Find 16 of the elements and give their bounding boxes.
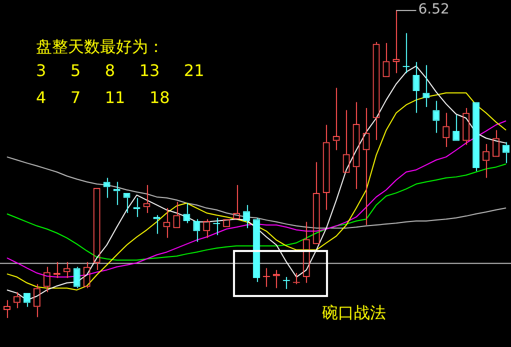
candlestick: [213, 217, 220, 236]
candlestick: [262, 268, 270, 288]
annotation: 3 5 8 13 21: [36, 61, 204, 80]
candlestick: [472, 102, 480, 172]
annotation: 碗口战法: [322, 303, 386, 322]
candlestick: [402, 32, 410, 74]
candlestick: [183, 202, 190, 224]
candlestick: [422, 64, 430, 108]
candlestick: [412, 62, 420, 114]
annotation: 4 7 11 18: [36, 88, 170, 107]
candlestick: [103, 177, 110, 198]
candlestick: [123, 192, 130, 214]
annotation: 盘整天数最好为：: [36, 37, 164, 56]
candlestick: [253, 217, 260, 282]
annotation: 6.52: [418, 2, 450, 18]
candlestick: [282, 276, 290, 290]
